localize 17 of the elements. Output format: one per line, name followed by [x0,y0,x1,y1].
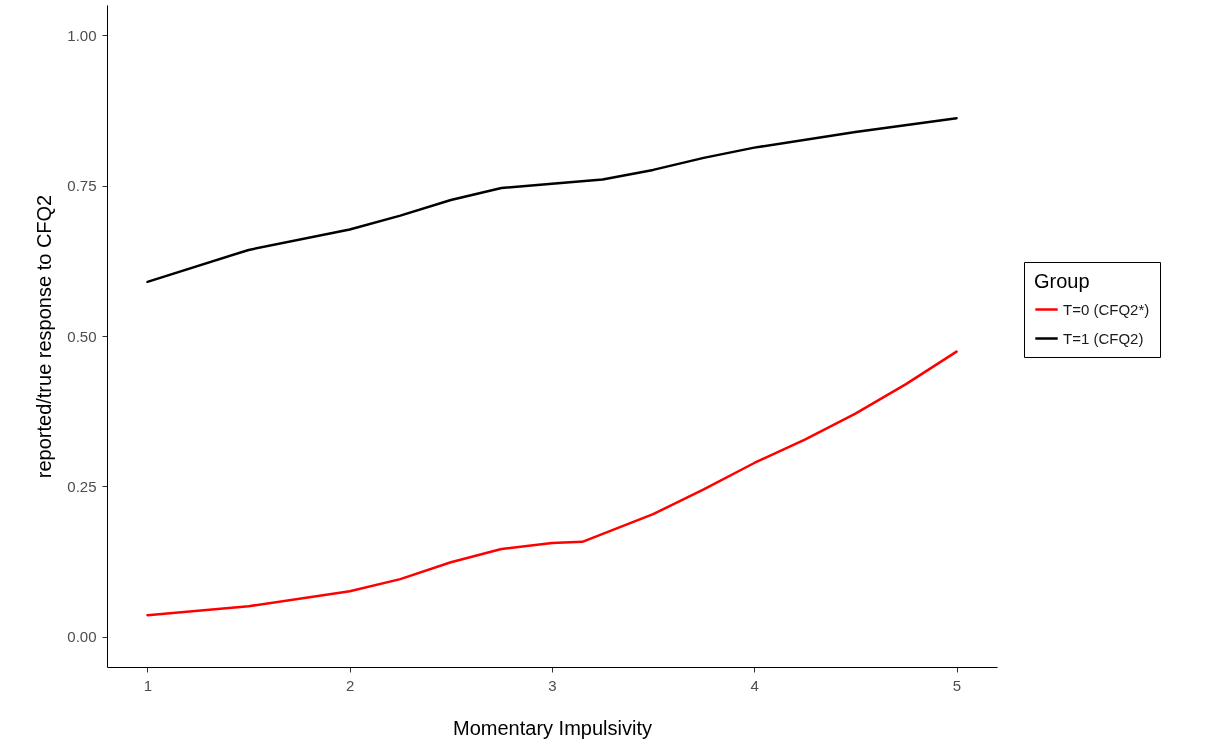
y-tick-label: 0.50 [67,327,97,345]
line-series [146,350,958,617]
legend-label: T=0 (CFQ2*) [1063,300,1150,318]
y-tick-label: 0.25 [67,477,97,495]
y-tick-label: 0.75 [67,177,97,195]
x-axis-title: Momentary Impulsivity [453,716,652,739]
x-tick-label: 2 [346,676,355,694]
line-series [146,116,958,284]
x-tick-label: 4 [750,676,759,694]
y-tick-label: 1.00 [67,26,97,44]
x-tick-label: 5 [952,676,962,694]
legend-label: T=1 (CFQ2) [1063,329,1144,347]
x-tick-label: 3 [548,676,557,694]
y-axis-title: reported/true response to CFQ2 [33,194,56,479]
x-tick-label: 1 [143,676,153,694]
legend-title: Group [1034,270,1090,292]
y-tick-label: 0.00 [67,628,97,646]
